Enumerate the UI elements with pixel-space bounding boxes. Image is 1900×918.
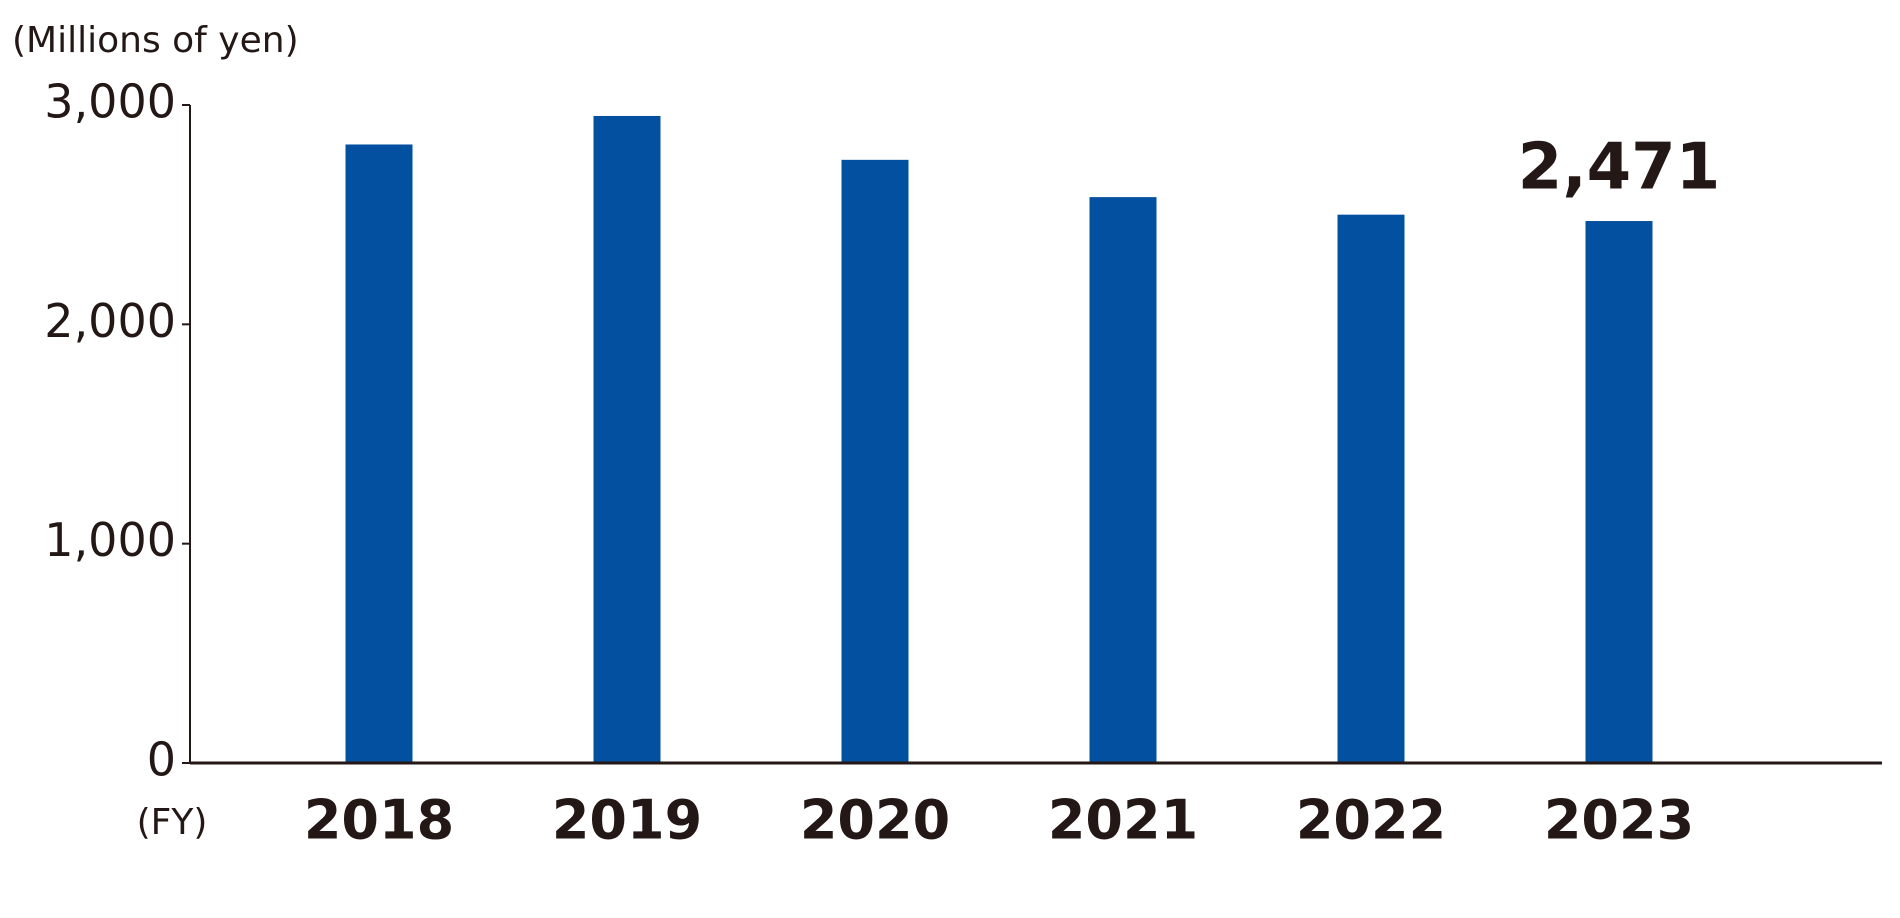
bar [1585,221,1653,763]
x-tick-label: 2022 [1296,789,1446,852]
bar [345,144,413,764]
y-axis-label: (Millions of yen) [12,20,299,61]
x-tick-label: 2023 [1544,789,1694,852]
x-tick-label: 2019 [552,789,702,852]
x-tick-label: 2020 [800,789,950,852]
y-tick-label: 0 [147,733,176,787]
y-tick-label: 1,000 [44,513,176,567]
bar [1089,197,1157,763]
y-tick-label: 3,000 [44,75,176,129]
x-axis-label: (FY) [137,802,208,843]
bar [841,159,909,764]
bar [1337,214,1405,763]
y-tick-label: 2,000 [44,294,176,348]
bar [593,115,661,763]
x-tick-label: 2018 [304,789,454,852]
x-tick-label: 2021 [1048,789,1198,852]
value-label: 2,471 [1518,131,1720,205]
